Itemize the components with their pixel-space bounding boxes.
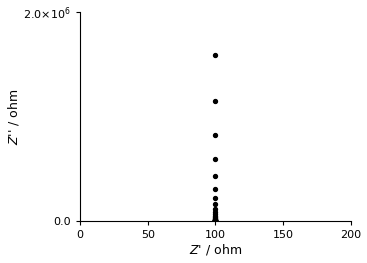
Y-axis label: $\mathit{Z}$'' / ohm: $\mathit{Z}$'' / ohm: [6, 88, 21, 145]
Point: [212, 219, 218, 223]
Point: [212, 219, 218, 223]
Point: [212, 218, 218, 222]
X-axis label: $\mathit{Z}$' / ohm: $\mathit{Z}$' / ohm: [189, 242, 242, 257]
Point: [212, 210, 218, 214]
Point: [212, 219, 218, 223]
Point: [212, 219, 218, 223]
Point: [212, 212, 218, 216]
Point: [212, 218, 218, 222]
Point: [212, 186, 218, 191]
Point: [212, 174, 218, 178]
Point: [212, 219, 218, 223]
Point: [212, 214, 218, 218]
Point: [212, 219, 218, 223]
Point: [212, 219, 218, 223]
Point: [212, 219, 218, 223]
Point: [212, 219, 218, 223]
Point: [212, 53, 218, 57]
Point: [212, 219, 218, 223]
Point: [212, 219, 218, 223]
Point: [212, 219, 218, 223]
Point: [212, 219, 218, 223]
Point: [212, 215, 218, 220]
Point: [212, 99, 218, 103]
Point: [212, 218, 218, 222]
Point: [212, 219, 218, 223]
Point: [212, 218, 218, 222]
Point: [212, 202, 218, 206]
Point: [212, 219, 218, 223]
Point: [212, 216, 218, 220]
Point: [212, 219, 218, 223]
Point: [212, 219, 218, 223]
Point: [212, 218, 218, 222]
Point: [212, 217, 218, 221]
Point: [212, 219, 218, 223]
Point: [212, 219, 218, 223]
Point: [212, 219, 218, 223]
Point: [212, 219, 218, 223]
Point: [212, 219, 218, 223]
Point: [212, 218, 218, 222]
Point: [212, 157, 218, 161]
Point: [212, 219, 218, 223]
Point: [212, 219, 218, 223]
Point: [212, 217, 218, 221]
Point: [212, 218, 218, 222]
Point: [212, 195, 218, 200]
Point: [212, 219, 218, 223]
Point: [212, 219, 218, 223]
Point: [212, 219, 218, 223]
Point: [212, 207, 218, 211]
Point: [212, 133, 218, 137]
